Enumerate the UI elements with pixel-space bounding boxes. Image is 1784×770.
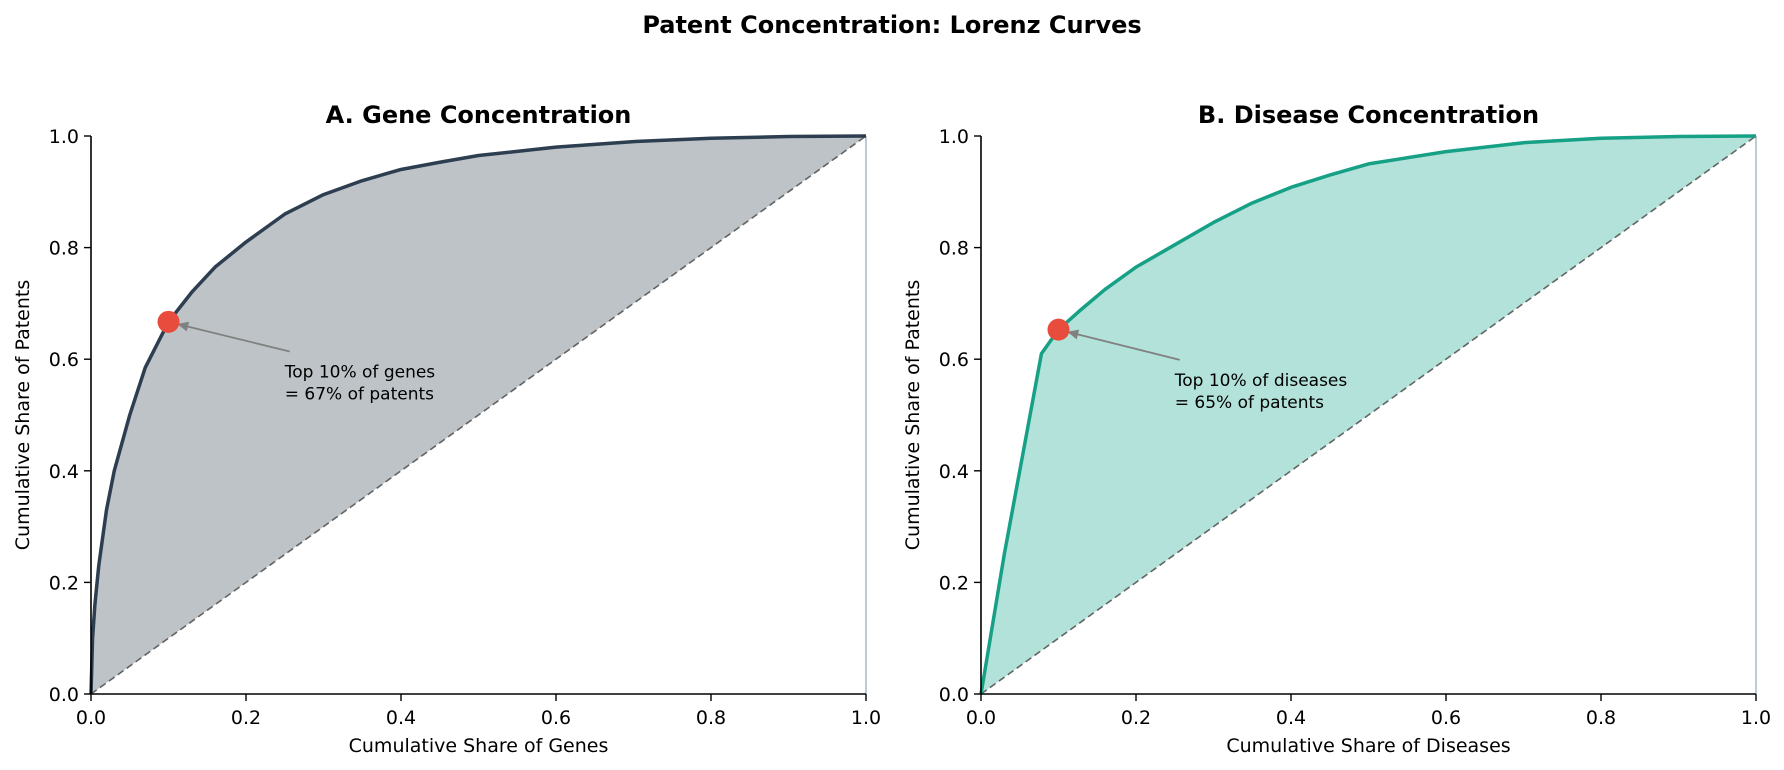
x-tick-label: 0.0 bbox=[966, 707, 996, 729]
panel-gene-concentration: 0.0 0.2 0.4 0.6 0.8 1.0 0.0 0.2 0.4 0.6 0.8 1.0 A. G… bbox=[12, 101, 881, 757]
panel-disease-concentration: 0.0 0.2 0.4 0.6 0.8 1.0 0.0 0.2 0.4 0.6 0.8 1.0 B. D… bbox=[902, 101, 1771, 757]
y-tick-label: 0.6 bbox=[49, 349, 79, 371]
annotation-arrow-head bbox=[177, 321, 190, 332]
x-tick-label: 0.8 bbox=[696, 707, 726, 729]
x-axis-label: Cumulative Share of Genes bbox=[349, 735, 609, 757]
y-tick-label: 0.8 bbox=[49, 238, 79, 260]
x-tick-label: 0.0 bbox=[76, 707, 106, 729]
figure-suptitle: Patent Concentration: Lorenz Curves bbox=[642, 11, 1141, 39]
x-tick-label: 1.0 bbox=[851, 707, 881, 729]
x-tick-label: 0.2 bbox=[231, 707, 261, 729]
panel-title: A. Gene Concentration bbox=[326, 101, 632, 129]
lorenz-curve-line bbox=[89, 134, 867, 695]
x-tick-label: 0.4 bbox=[386, 707, 416, 729]
y-tick-label: 0.2 bbox=[939, 572, 969, 594]
annotation-text-line1: Top 10% of genes bbox=[284, 363, 436, 383]
x-tick-label: 0.4 bbox=[1276, 707, 1306, 729]
x-tick-label: 0.6 bbox=[1431, 707, 1461, 729]
y-tick-label: 0.4 bbox=[49, 461, 79, 483]
x-tick-label: 0.8 bbox=[1586, 707, 1616, 729]
equality-line bbox=[90, 135, 867, 695]
equality-line bbox=[980, 135, 1757, 695]
annotation-arrow-line bbox=[1067, 330, 1180, 361]
x-tick-label: 0.6 bbox=[541, 707, 571, 729]
x-tick-label: 0.2 bbox=[1121, 707, 1151, 729]
annotation-text-line1: Top 10% of diseases bbox=[1174, 371, 1348, 391]
annotation-text-line2: = 67% of patents bbox=[285, 385, 434, 405]
y-tick-label: 0.2 bbox=[49, 572, 79, 594]
y-tick-label: 1.0 bbox=[49, 126, 79, 148]
annotation-arrow-line bbox=[177, 323, 290, 353]
annotation-text-line2: = 65% of patents bbox=[1175, 393, 1324, 413]
y-tick-label: 0.8 bbox=[939, 238, 969, 260]
y-tick-label: 0.0 bbox=[49, 684, 79, 706]
y-axis-label: Cumulative Share of Patents bbox=[902, 280, 924, 550]
y-axis-label: Cumulative Share of Patents bbox=[12, 280, 34, 550]
top-10pct-marker bbox=[157, 310, 180, 333]
y-tick-label: 0.4 bbox=[939, 461, 969, 483]
top-10pct-marker bbox=[1047, 318, 1070, 341]
y-tick-label: 0.0 bbox=[939, 684, 969, 706]
panel-title: B. Disease Concentration bbox=[1198, 101, 1539, 129]
x-tick-label: 1.0 bbox=[1741, 707, 1771, 729]
y-tick-label: 0.6 bbox=[939, 349, 969, 371]
x-axis-label: Cumulative Share of Diseases bbox=[1226, 735, 1510, 757]
y-tick-label: 1.0 bbox=[939, 126, 969, 148]
annotation-arrow-head bbox=[1067, 329, 1080, 340]
